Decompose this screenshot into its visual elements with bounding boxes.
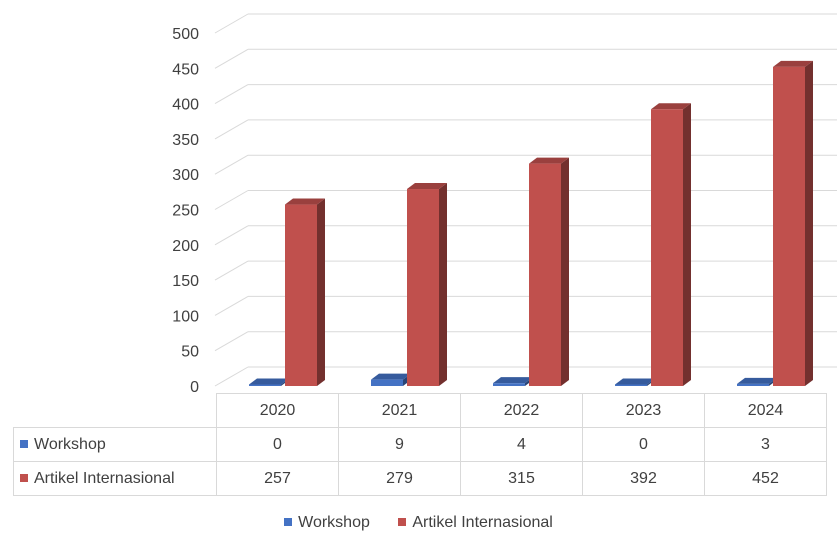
bar-workshop-2021: [371, 373, 411, 386]
table-category: 2020: [216, 393, 339, 428]
bar-artikel-2020: [285, 198, 325, 386]
bar-artikel-2022: [529, 157, 569, 386]
table-category: 2021: [338, 393, 461, 428]
artikel-legend-icon: [398, 518, 407, 526]
data-table: 2020 2021 2022 2023 2024 Workshop 0 9 4 …: [13, 393, 827, 496]
y-tick-label: 300: [172, 167, 199, 184]
table-row-label: Artikel Internasional: [13, 461, 217, 496]
table-cell: 9: [338, 427, 461, 462]
table-cell: 0: [582, 427, 705, 462]
y-tick-label: 500: [172, 26, 199, 43]
table-cell: 3: [704, 427, 827, 462]
y-tick-label: 350: [172, 132, 199, 149]
gridline-diagonal: [214, 366, 249, 387]
table-row-workshop: Workshop 0 9 4 0 3: [13, 427, 827, 462]
gridline-diagonal: [214, 13, 249, 34]
y-tick-label: 100: [172, 308, 199, 325]
y-tick-label: 250: [172, 203, 199, 220]
table-cell: 392: [582, 461, 705, 496]
gridline-diagonal: [214, 119, 249, 140]
table-row-artikel: Artikel Internasional 257 279 315 392 45…: [13, 461, 827, 496]
gridline-diagonal: [214, 295, 249, 316]
bar-workshop-2023: [615, 378, 655, 386]
y-tick-label: 50: [181, 344, 199, 361]
table-corner: [13, 393, 217, 428]
workshop-swatch-icon: [20, 439, 28, 448]
artikel-swatch-icon: [20, 473, 28, 482]
gridline-diagonal: [214, 225, 249, 246]
table-row-label: Workshop: [13, 427, 217, 462]
bar-workshop-2020: [249, 378, 289, 386]
y-tick-label: 450: [172, 61, 199, 78]
table-cell: 279: [338, 461, 461, 496]
table-category: 2024: [704, 393, 827, 428]
gridline-diagonal: [214, 331, 249, 352]
bars: [249, 60, 813, 387]
table-cell: 0: [216, 427, 339, 462]
legend-item-artikel: Artikel Internasional: [398, 514, 553, 532]
gridline-diagonal: [214, 260, 249, 281]
legend: Workshop Artikel Internasional: [0, 514, 837, 532]
table-cell: 315: [460, 461, 583, 496]
table-category: 2023: [582, 393, 705, 428]
table-cell: 4: [460, 427, 583, 462]
table-cell: 257: [216, 461, 339, 496]
bar-artikel-2023: [651, 103, 691, 387]
legend-item-workshop: Workshop: [284, 514, 370, 532]
table-category: 2022: [460, 393, 583, 428]
workshop-legend-icon: [284, 518, 293, 526]
y-axis-labels: 0 50 100 150 200 250 300 350 400 450 500: [172, 26, 199, 396]
bar-artikel-2024: [773, 60, 813, 386]
table-cell: 452: [704, 461, 827, 496]
chart-plot-area: 0 50 100 150 200 250 300 350 400 450 500: [172, 13, 837, 396]
y-tick-label: 0: [190, 379, 199, 396]
gridline-diagonal: [214, 154, 249, 175]
gridline-diagonal: [214, 48, 249, 69]
y-tick-label: 150: [172, 273, 199, 290]
gridline-diagonal: [214, 84, 249, 105]
y-tick-label: 400: [172, 97, 199, 114]
bar-artikel-2021: [407, 183, 447, 386]
bar-workshop-2024: [737, 377, 777, 386]
table-header-row: 2020 2021 2022 2023 2024: [13, 393, 827, 428]
bar-workshop-2022: [493, 377, 533, 386]
gridline-diagonal: [214, 190, 249, 210]
y-tick-label: 200: [172, 238, 199, 255]
